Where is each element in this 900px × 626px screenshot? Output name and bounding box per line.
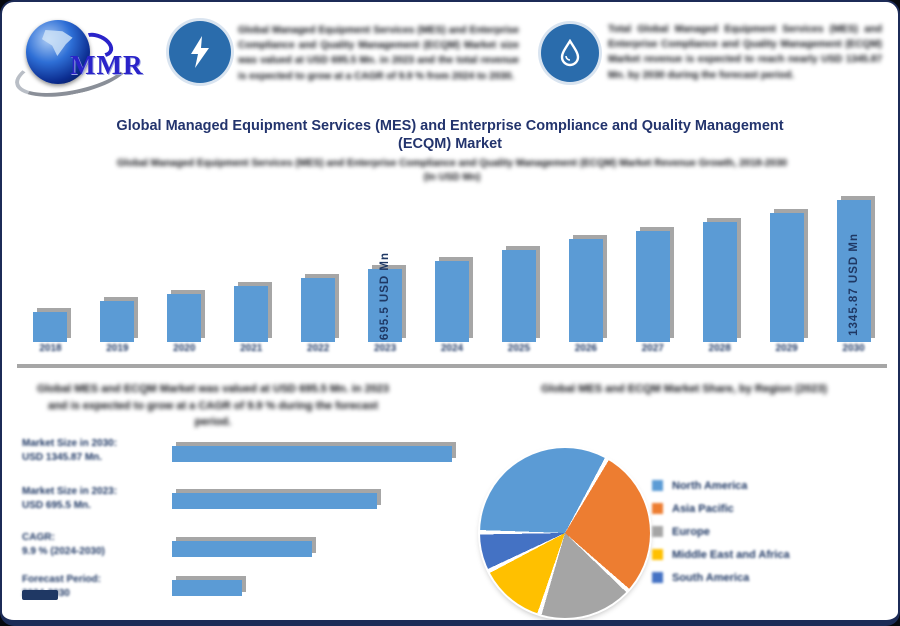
bar [167,294,202,342]
bar [434,261,469,342]
bar-2028 [686,180,753,342]
year-label: 2024 [440,343,464,354]
revenue-bar-chart: 695.5 USD Mn 1345.87 USD Mn [17,180,887,342]
bar-2023: 695.5 USD Mn [352,180,419,342]
bar [769,213,804,342]
stat-label-1-line2: USD 1345.87 Mn. [22,451,103,463]
bar-2018 [17,180,84,342]
year-label: 2022 [307,343,330,354]
year-label: 2030 [842,343,865,354]
bar-2024 [419,180,486,342]
note-right: Global MES and ECQM Market Share, by Reg… [540,383,828,395]
bar-annotation-2023: 695.5 USD Mn [379,251,392,340]
page-title-line1: Global Managed Equipment Services (MES) … [116,118,784,134]
mmr-logo: MMR [10,16,168,106]
legend-label: South America [672,571,750,584]
section-divider [17,364,887,368]
year-label: 2029 [775,343,798,354]
droplet-icon [541,24,599,82]
bar [33,312,68,342]
bar [635,231,670,342]
bar [100,301,135,342]
year-label: 2027 [641,343,664,354]
bar-annotation-2030: 1345.87 USD Mn [847,233,860,336]
page-title: Global Managed Equipment Services (MES) … [2,117,898,153]
legend-swatch-yellow [652,549,663,560]
year-label: 2018 [39,343,62,354]
x-axis-labels: 2018 2019 2020 2021 2022 2023 2024 2025 … [17,343,887,354]
logo-text: MMR [70,50,144,80]
stat-label-3-line1: CAGR: [22,532,55,543]
bar-2030: 1345.87 USD Mn [820,180,887,342]
bar-2029 [753,180,820,342]
header-right-text: Total Global Managed Equipment Services … [608,24,882,81]
legend-item-europe: Europe [652,525,882,538]
lightning-icon [169,21,231,83]
stat-label-3: CAGR: 9.9 % (2024-2030) [22,531,170,558]
stat-bar-1 [172,446,452,462]
chart-subtitle: Global Managed Equipment Services (MES) … [27,157,877,185]
chart-subtitle-line1: Global Managed Equipment Services (MES) … [116,158,788,169]
year-label: 2019 [106,343,129,354]
bar-2019 [84,180,151,342]
legend-label: Middle East and Africa [672,548,790,561]
legend-swatch-dark-blue [652,572,663,583]
legend-label: North America [672,479,748,492]
bar [301,278,336,342]
legend-swatch-orange [652,503,663,514]
bar-2021 [218,180,285,342]
pie-legend: North America Asia Pacific Europe Middle… [652,480,882,595]
stat-bar-4 [172,580,242,596]
year-label: 2020 [173,343,196,354]
stat-bar-2 [172,493,377,509]
bar [234,286,269,342]
year-label: 2028 [708,343,731,354]
header-left-text: Global Managed Equipment Services (MES) … [238,25,519,82]
bar-2020 [151,180,218,342]
legend-item-north-america: North America [652,479,882,492]
region-share-pie-chart [480,448,650,618]
legend-swatch-blue [652,480,663,491]
stat-label-2-line1: Market Size in 2023: [22,486,118,497]
stat-label-4-line1: Forecast Period: [22,574,101,585]
year-label: 2021 [240,343,263,354]
legend-item-south-america: South America [652,571,882,584]
globe-icon [26,20,90,84]
page-title-line2: (ECQM) Market [398,136,502,153]
bar-2026 [552,180,619,342]
bar [501,250,536,342]
year-label: 2025 [507,343,531,354]
stat-label-1-line1: Market Size in 2030: [22,438,118,449]
note-left: Global MES and ECQM Market was valued at… [36,383,390,428]
stat-label-3-line2: 9.9 % (2024-2030) [22,545,105,557]
stat-label-1: Market Size in 2030: USD 1345.87 Mn. [22,437,170,464]
year-label: 2026 [574,343,597,354]
bar [702,222,737,342]
legend-item-asia-pacific: Asia Pacific [652,502,882,515]
bar-2022 [285,180,352,342]
bar [836,200,871,342]
bar-2027 [619,180,686,342]
legend-item-middle-east-africa: Middle East and Africa [652,548,882,561]
stat-label-2: Market Size in 2023: USD 695.5 Mn. [22,485,170,512]
legend-swatch-gray [652,526,663,537]
legend-label: Asia Pacific [672,502,734,515]
bar-2025 [485,180,552,342]
bar [568,239,603,342]
chart-subtitle-line2: (In USD Mn) [423,172,481,183]
bar [368,269,403,342]
forecast-period-badge [22,590,58,600]
year-label: 2023 [373,343,397,354]
legend-label: Europe [672,525,710,538]
stat-bar-3 [172,541,312,557]
stat-label-2-line2: USD 695.5 Mn. [22,499,91,511]
